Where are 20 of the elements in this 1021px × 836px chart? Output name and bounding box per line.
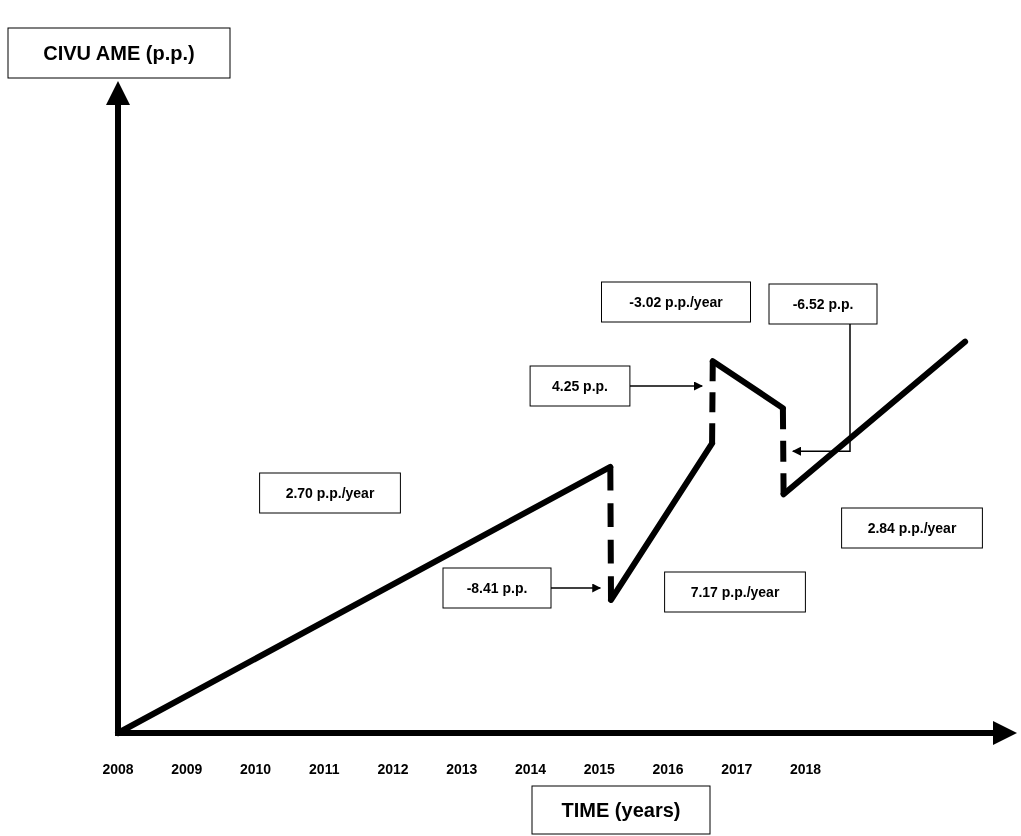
text: -6.52 p.p. xyxy=(792,296,854,313)
x-tick-label: 2018 xyxy=(790,761,822,777)
x-tick-label: 2010 xyxy=(239,761,272,777)
x-tick-label: 2014 xyxy=(514,761,547,777)
x-tick-label: 2013 xyxy=(446,761,478,777)
x-tick-label: 2008 xyxy=(102,761,134,777)
x-axis-title: TIME (years) xyxy=(561,799,681,821)
annotation: 7.17 p.p./year xyxy=(690,584,780,601)
text: CIVU AME (p.p.) xyxy=(43,42,195,65)
x-tick-label: 2015 xyxy=(583,761,616,777)
x-tick-label: 2017 xyxy=(721,761,753,777)
x-tick-label: 2016 xyxy=(652,761,684,777)
annotation: -8.41 p.p. xyxy=(466,580,528,597)
annotation: 2.84 p.p./year xyxy=(867,520,957,537)
x-tick-label: 2009 xyxy=(171,761,203,777)
x-tick-label: 2011 xyxy=(309,761,340,777)
annotation: 4.25 p.p. xyxy=(551,378,609,395)
x-tick-label: 2012 xyxy=(377,761,409,777)
annotation: 2.70 p.p./year xyxy=(285,485,375,502)
text: -3.02 p.p./year xyxy=(629,294,724,311)
